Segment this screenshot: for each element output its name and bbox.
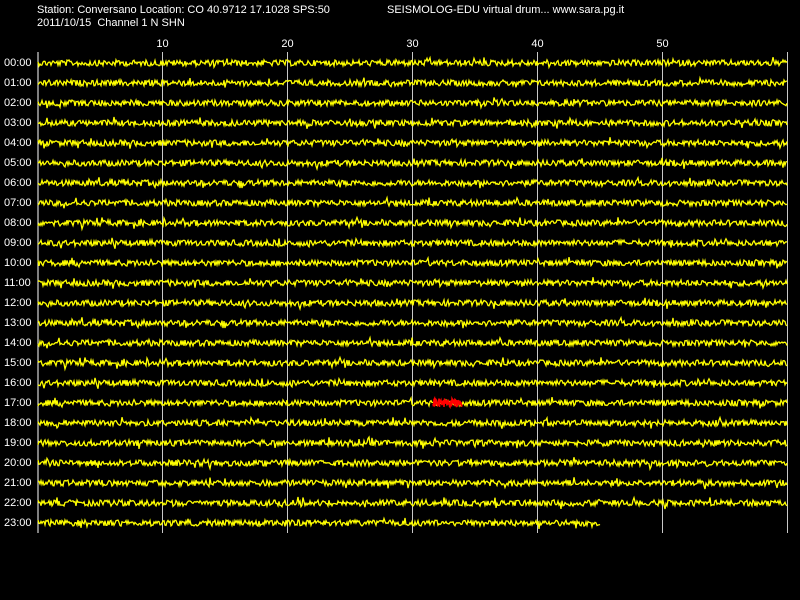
seismic-trace — [37, 255, 788, 269]
program-info: SEISMOLOG-EDU virtual drum... www.sara.p… — [387, 4, 624, 16]
seismic-trace — [37, 137, 788, 151]
hour-label: 11:00 — [4, 277, 31, 289]
seismic-trace — [37, 297, 788, 312]
hour-label: 13:00 — [4, 317, 32, 329]
seismic-trace — [37, 277, 788, 291]
seismic-trace — [37, 456, 788, 472]
hour-label: 07:00 — [4, 197, 32, 209]
seismic-trace — [37, 395, 788, 409]
seismic-trace — [37, 415, 788, 430]
hour-label: 09:00 — [4, 237, 32, 249]
hour-label: 08:00 — [4, 217, 32, 229]
hour-label: 12:00 — [4, 297, 32, 309]
hour-label: 00:00 — [4, 57, 32, 69]
seismic-trace — [37, 495, 788, 510]
hour-label: 05:00 — [4, 157, 32, 169]
hour-label: 20:00 — [4, 457, 32, 469]
seismic-trace — [37, 175, 788, 190]
seismic-trace — [37, 355, 788, 372]
minute-tick-label: 40 — [531, 38, 543, 50]
hour-label: 04:00 — [4, 137, 32, 149]
seismic-trace — [37, 315, 788, 330]
date-channel: 2011/10/15 Channel 1 N SHN — [37, 17, 185, 29]
event-trace — [432, 395, 463, 410]
seismic-trace — [37, 215, 788, 232]
seismic-trace — [37, 97, 788, 110]
seismic-trace — [37, 195, 788, 209]
hour-label: 10:00 — [4, 257, 32, 269]
hour-label: 16:00 — [4, 377, 32, 389]
hour-label: 01:00 — [4, 77, 32, 89]
seismic-trace — [37, 376, 788, 389]
seismic-trace — [37, 516, 601, 530]
minute-tick-label: 20 — [281, 38, 293, 50]
seismic-trace — [37, 157, 788, 172]
hour-label: 02:00 — [4, 97, 32, 109]
hour-label: 15:00 — [4, 357, 32, 369]
seismic-trace — [37, 75, 788, 89]
seismic-trace — [37, 55, 788, 70]
hour-label: 19:00 — [4, 437, 32, 449]
seismic-trace — [37, 435, 788, 450]
hour-label: 14:00 — [4, 337, 32, 349]
seismic-trace — [37, 236, 788, 249]
hour-label: 22:00 — [4, 497, 32, 509]
hour-label: 17:00 — [4, 397, 32, 409]
seismic-trace — [38, 477, 788, 490]
hour-label: 18:00 — [4, 417, 32, 429]
seismic-trace — [37, 335, 788, 349]
minute-tick-label: 10 — [156, 38, 168, 50]
minute-tick-label: 50 — [656, 38, 668, 50]
hour-label: 03:00 — [4, 117, 32, 129]
hour-label: 06:00 — [4, 177, 32, 189]
hour-label: 21:00 — [4, 477, 32, 489]
minute-tick-label: 30 — [406, 38, 418, 50]
station-info: Station: Conversano Location: CO 40.9712… — [37, 4, 330, 16]
seismic-trace — [37, 116, 788, 129]
hour-label: 23:00 — [4, 517, 32, 529]
